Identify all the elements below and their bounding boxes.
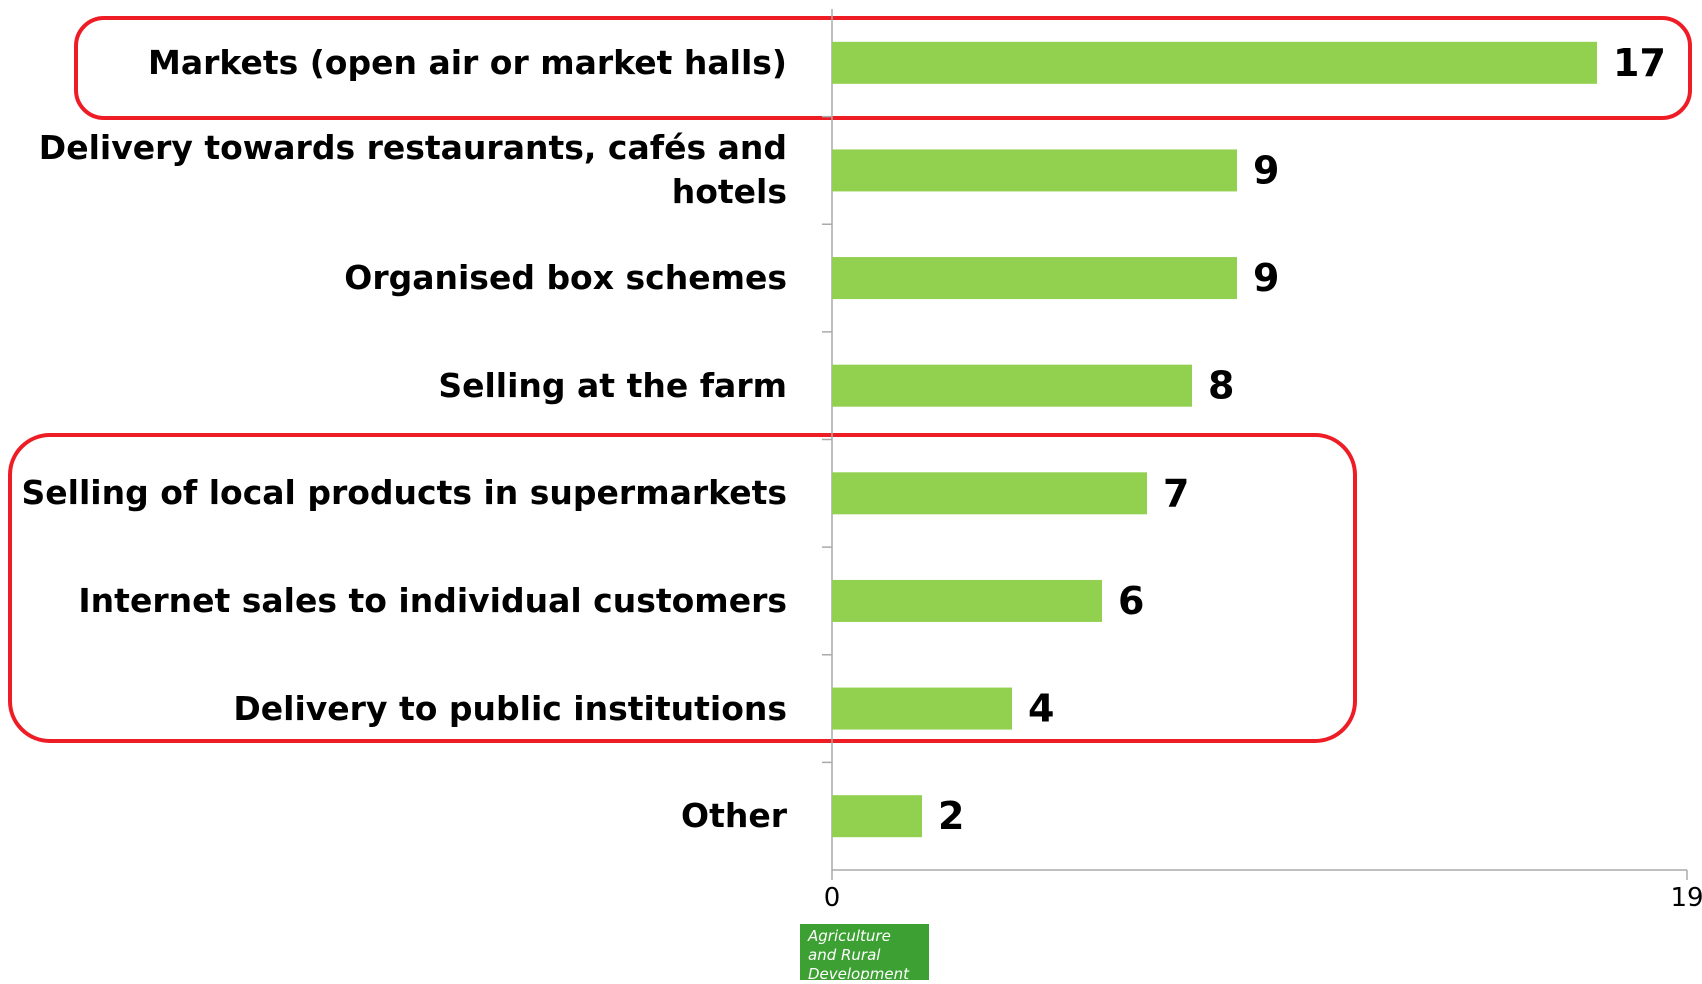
value-label: 17: [1613, 41, 1666, 85]
bar: [832, 687, 1012, 730]
value-label: 9: [1253, 148, 1279, 192]
value-label: 8: [1208, 364, 1234, 408]
x-tick-label: 19: [1670, 883, 1702, 913]
value-label: 9: [1253, 256, 1279, 300]
category-label: Selling at the farm: [438, 365, 787, 405]
highlight-box: [8, 433, 1357, 743]
category-label: Delivery towards restaurants, cafés and …: [38, 128, 787, 212]
category-label: Selling of local products in supermarket…: [21, 473, 787, 513]
value-label: 7: [1163, 471, 1189, 515]
category-label: Delivery to public institutions: [233, 688, 787, 728]
x-tick-label: 0: [824, 883, 841, 913]
bar: [832, 795, 922, 838]
category-label: Organised box schemes: [344, 258, 787, 298]
value-label: 6: [1118, 579, 1144, 623]
highlight-box: [74, 16, 1692, 120]
logo-line: Development: [808, 965, 909, 983]
bar: [832, 472, 1147, 515]
value-label: 4: [1028, 687, 1054, 731]
logo: Agriculture and Rural Development: [800, 924, 929, 983]
category-label: Internet sales to individual customers: [78, 580, 787, 620]
bar: [832, 149, 1237, 192]
category-label: Other: [681, 796, 787, 836]
bar: [832, 41, 1597, 84]
logo-line: Agriculture: [808, 927, 891, 945]
value-label: 2: [938, 794, 964, 838]
bar: [832, 364, 1192, 407]
logo-line: and Rural: [808, 946, 881, 964]
bar: [832, 257, 1237, 300]
category-label: Markets (open air or market halls): [148, 42, 787, 82]
bar: [832, 579, 1102, 622]
